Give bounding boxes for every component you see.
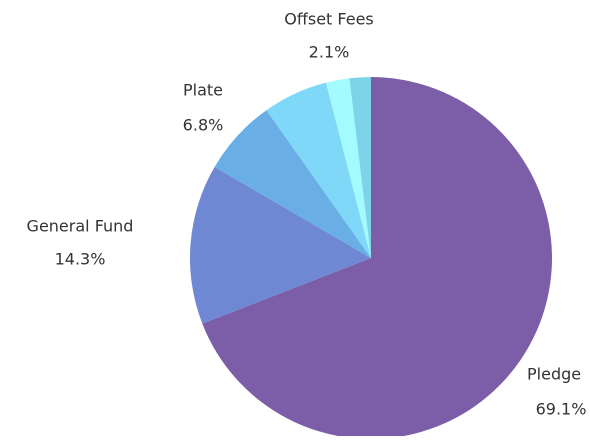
slice-label: General Fund	[27, 217, 134, 236]
pie-slice	[266, 82, 371, 258]
slice-value: 6.8%	[183, 116, 224, 135]
slice-value: 2.1%	[309, 43, 350, 62]
slice-label: Offset Fees	[284, 10, 374, 29]
slice-label: Pledge	[527, 365, 581, 384]
pie-slice	[190, 166, 371, 324]
pie-slice	[214, 110, 371, 259]
slice-value: 69.1%	[536, 400, 587, 419]
pie-slice	[349, 77, 371, 258]
pie-slice	[202, 77, 552, 439]
slice-value: 14.3%	[55, 250, 106, 269]
slice-label: Plate	[183, 81, 223, 100]
pie-slice	[325, 78, 371, 259]
